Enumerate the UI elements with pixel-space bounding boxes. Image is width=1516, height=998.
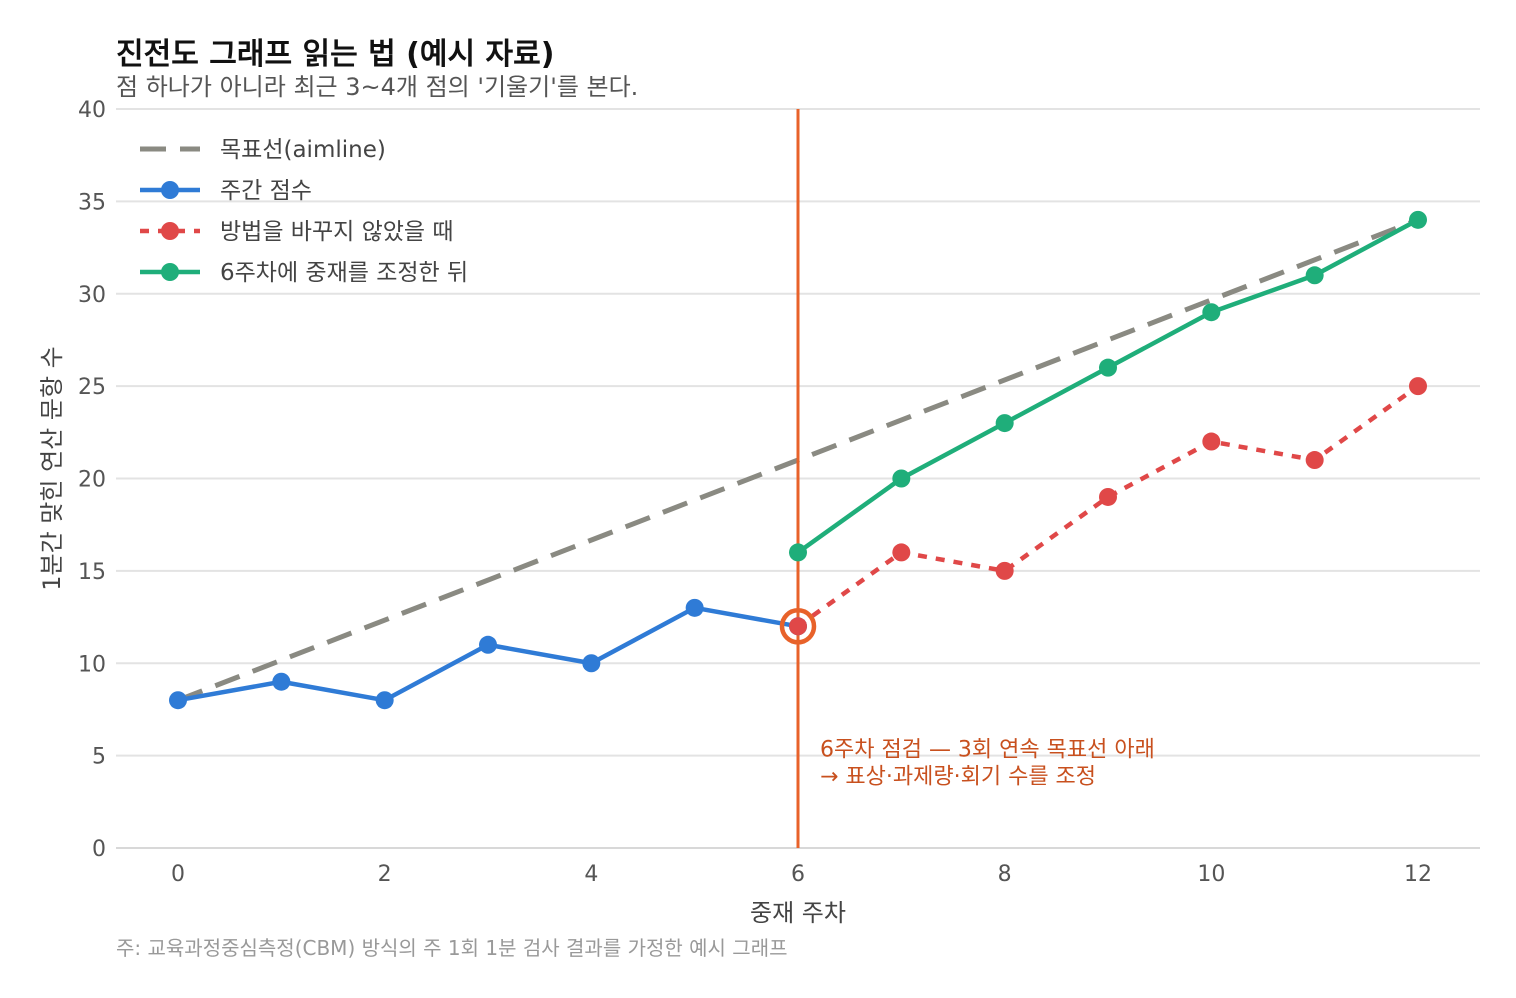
x-tick-label: 10 — [1197, 862, 1225, 887]
data-point-1 — [582, 654, 601, 673]
x-tick-label: 0 — [171, 862, 185, 887]
y-tick-label: 0 — [92, 837, 106, 862]
legend-label-1: 주간 점수 — [220, 178, 312, 204]
data-point-1 — [169, 691, 187, 710]
chart-title: 진전도 그래프 읽는 법 (예시 자료) — [116, 37, 554, 72]
x-tick-label: 12 — [1404, 862, 1432, 887]
legend-marker-1 — [161, 181, 179, 199]
y-tick-label: 10 — [78, 652, 106, 677]
y-tick-label: 35 — [78, 190, 106, 215]
data-point-2 — [1305, 451, 1324, 470]
decision-point-ring — [779, 608, 817, 645]
data-point-3 — [995, 414, 1014, 433]
x-tick-label: 8 — [998, 862, 1012, 887]
y-tick-label: 30 — [78, 283, 106, 308]
chart-caption: 주: 교육과정중심측정(CBM) 방식의 주 1회 1분 검사 결과를 가정한 … — [116, 936, 788, 960]
legend-marker-3 — [161, 263, 179, 281]
x-axis-label: 중재 주차 — [750, 899, 846, 927]
data-point-2 — [789, 617, 807, 636]
legend-label-3: 6주차에 중재를 조정한 뒤 — [220, 260, 468, 286]
y-tick-label: 5 — [92, 745, 106, 770]
legend-marker-2 — [161, 222, 179, 240]
y-axis-label: 1분간 맞힌 연산 문항 수 — [38, 346, 66, 591]
data-point-3 — [1409, 210, 1427, 229]
data-point-1 — [375, 691, 394, 710]
data-point-2 — [1202, 432, 1221, 451]
data-point-3 — [789, 543, 807, 562]
data-points — [169, 210, 1427, 710]
annotation-line-1: 6주차 점검 — 3회 연속 목표선 아래 — [820, 738, 1155, 763]
x-tick-labels: 0 2 4 6 8 10 12 — [171, 862, 1432, 887]
y-tick-label: 40 — [78, 98, 106, 123]
annotation-line-2: → 표상·과제량·회기 수를 조정 — [820, 765, 1096, 790]
legend-label-2: 방법을 바꾸지 않았을 때 — [220, 219, 454, 245]
data-point-3 — [892, 469, 911, 488]
y-tick-label: 25 — [78, 375, 106, 400]
y-tick-labels: 0 5 10 15 20 25 30 35 40 — [78, 98, 106, 862]
data-point-1 — [479, 635, 497, 654]
chart-subtitle: 점 하나가 아니라 최근 3~4개 점의 '기울기'를 본다. — [116, 73, 638, 101]
x-tick-label: 4 — [584, 862, 598, 887]
series-line-1 — [177, 605, 799, 703]
data-point-1 — [272, 672, 291, 691]
x-tick-label: 6 — [791, 862, 805, 887]
x-tick-label: 2 — [378, 862, 392, 887]
data-point-2 — [995, 561, 1014, 580]
y-tick-label: 15 — [78, 560, 106, 585]
y-tick-label: 20 — [78, 468, 106, 493]
data-point-3 — [1202, 303, 1221, 322]
data-point-1 — [685, 598, 704, 617]
data-point-2 — [1099, 487, 1117, 506]
legend-label-0: 목표선(aimline) — [220, 137, 386, 163]
data-point-3 — [1099, 358, 1117, 377]
data-point-3 — [1305, 266, 1324, 285]
data-point-2 — [1409, 377, 1427, 396]
data-point-2 — [892, 543, 911, 562]
